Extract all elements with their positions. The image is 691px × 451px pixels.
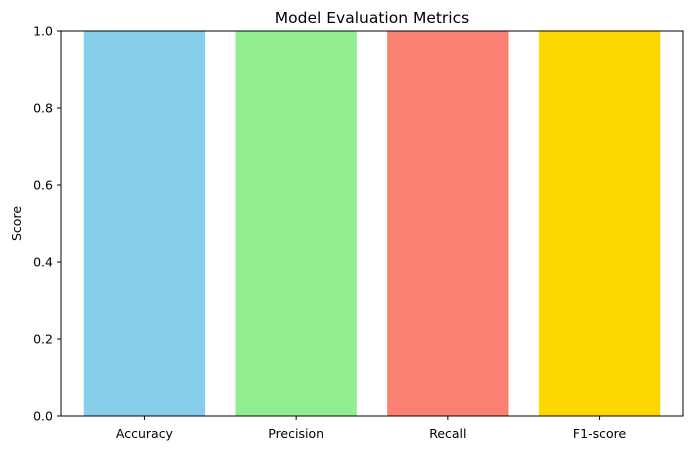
x-tick-label: Precision [268,426,324,441]
x-tick-label: F1-score [573,426,627,441]
y-axis-ticks: 0.0 0.2 0.4 0.6 0.8 1.0 [33,24,61,424]
bar-accuracy [83,31,206,416]
axes-frame [60,30,684,417]
x-tick-label: Recall [429,426,466,441]
bar-f1-score [538,31,661,416]
bar-precision [235,31,357,416]
chart-title: Model Evaluation Metrics [275,9,469,27]
bars-layer [83,31,661,416]
y-tick-label: 0.4 [33,255,53,270]
y-axis-label: Score [9,206,24,241]
axes-spines [60,30,684,417]
bar-recall [387,31,509,416]
x-tick-label: Accuracy [116,426,174,441]
y-tick-label: 1.0 [33,24,53,39]
y-tick-label: 0.0 [33,409,53,424]
y-tick-label: 0.6 [33,178,53,193]
y-tick-label: 0.2 [33,332,53,347]
y-tick-label: 0.8 [33,101,53,116]
x-axis-ticks: Accuracy Precision Recall F1-score [116,416,627,441]
